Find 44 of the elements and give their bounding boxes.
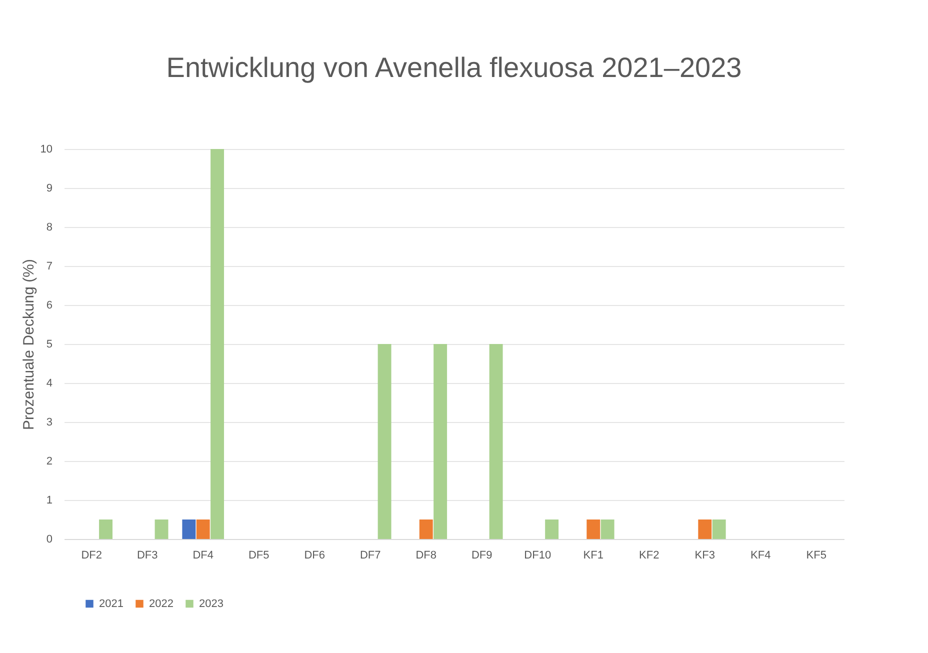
x-tick-label: KF5 bbox=[806, 550, 826, 562]
x-tick-label: DF2 bbox=[81, 550, 102, 562]
x-tick-label: DF8 bbox=[416, 550, 437, 562]
bar bbox=[698, 520, 712, 539]
y-tick-label: 4 bbox=[46, 378, 52, 390]
x-tick-label: DF6 bbox=[304, 550, 326, 562]
bar bbox=[378, 344, 392, 539]
y-tick-label: 8 bbox=[46, 222, 52, 234]
bar bbox=[210, 149, 224, 539]
bar bbox=[712, 520, 726, 539]
y-tick-label: 10 bbox=[40, 144, 52, 156]
bar bbox=[434, 344, 448, 539]
x-tick-label: DF5 bbox=[248, 550, 270, 562]
chart-title: Entwicklung von Avenella flexuosa 2021–2023 bbox=[166, 52, 742, 83]
bar bbox=[545, 520, 559, 539]
y-tick-label: 3 bbox=[46, 416, 52, 428]
x-tick-label: DF3 bbox=[136, 550, 158, 562]
y-axis-title: Prozentuale Deckung (%) bbox=[20, 259, 38, 430]
bar bbox=[600, 520, 614, 539]
x-tick-label: KF2 bbox=[639, 550, 660, 562]
x-tick-label: DF10 bbox=[524, 550, 552, 562]
legend-label: 2023 bbox=[199, 598, 224, 610]
legend-label: 2021 bbox=[99, 598, 124, 610]
y-tick-label: 2 bbox=[46, 456, 52, 468]
bar bbox=[99, 520, 113, 539]
y-tick-label: 1 bbox=[46, 494, 52, 506]
x-tick-label: DF4 bbox=[192, 550, 214, 562]
bar bbox=[489, 344, 503, 539]
bar bbox=[586, 520, 600, 539]
bar bbox=[196, 520, 210, 539]
y-tick-label: 5 bbox=[46, 338, 52, 350]
y-tick-label: 0 bbox=[46, 534, 52, 546]
x-tick-label: KF4 bbox=[750, 550, 771, 562]
x-tick-label: KF1 bbox=[583, 550, 604, 562]
y-tick-label: 7 bbox=[46, 260, 52, 272]
x-tick-label: DF7 bbox=[360, 550, 381, 562]
x-tick-label: DF9 bbox=[471, 550, 492, 562]
bar bbox=[182, 520, 196, 539]
x-tick-label: KF3 bbox=[694, 550, 715, 562]
bar bbox=[154, 520, 168, 539]
legend-label: 2022 bbox=[149, 598, 174, 610]
y-tick-label: 9 bbox=[46, 182, 52, 194]
y-tick-label: 6 bbox=[46, 300, 52, 312]
bar bbox=[419, 520, 433, 539]
